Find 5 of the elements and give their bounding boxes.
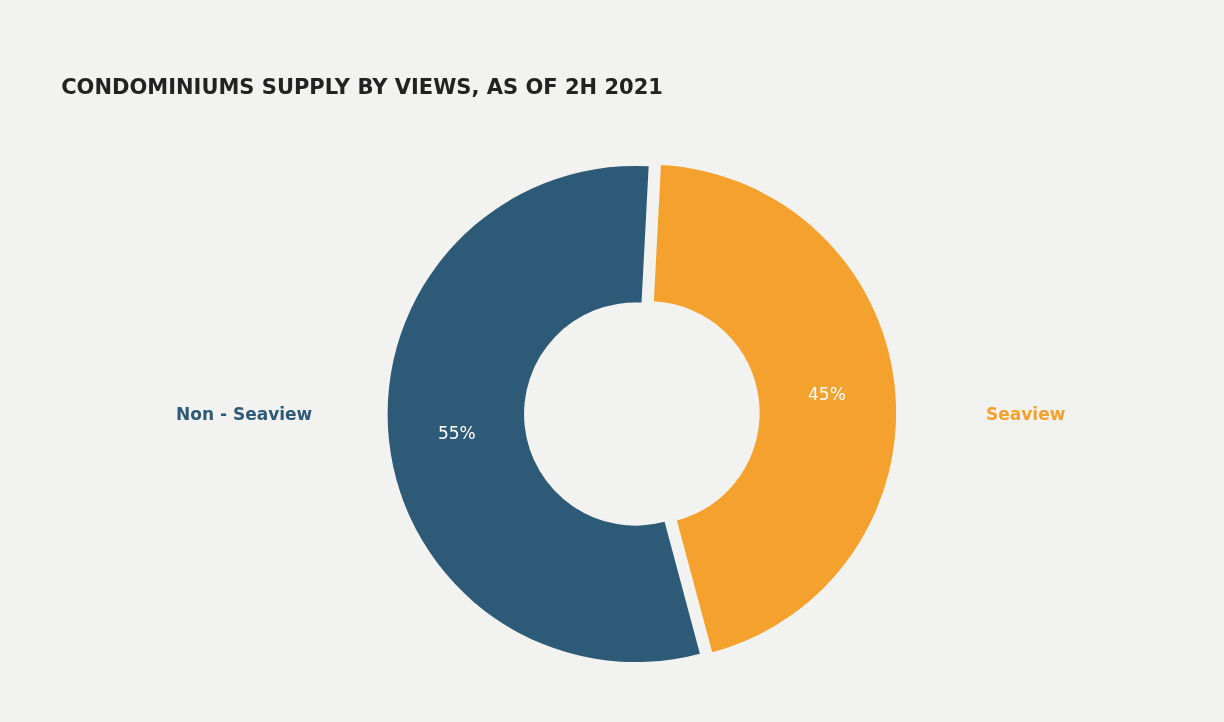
data-label: 45%: [807, 383, 846, 404]
slice-label: Non - Seaview: [176, 404, 313, 424]
slice-label: Seaview: [986, 404, 1066, 424]
chart-title: CONDOMINIUMS SUPPLY BY VIEWS, AS OF 2H 2021: [61, 75, 663, 100]
data-label: 55%: [437, 422, 476, 443]
